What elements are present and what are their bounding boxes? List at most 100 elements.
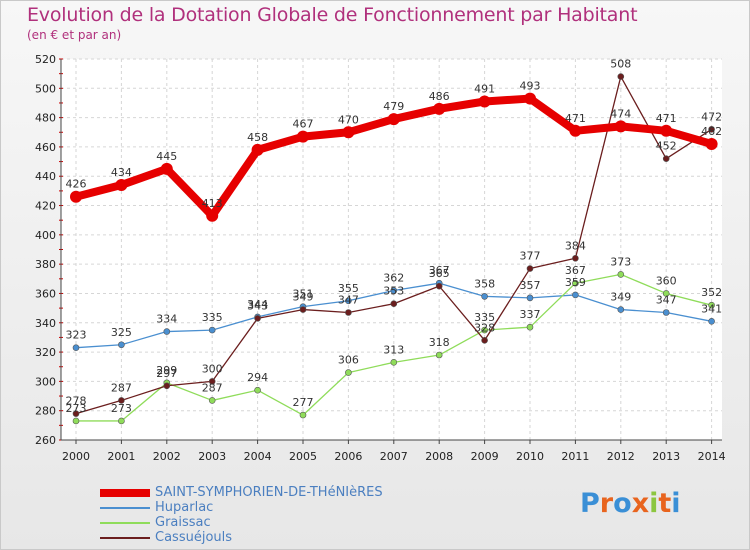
data-point (662, 155, 670, 162)
legend-item: Huparlac (100, 500, 383, 515)
y-tick-label: 380 (35, 258, 56, 271)
chart-legend: SAINT-SYMPHORIEN-DE-THéNIèRES Huparlac Gra… (100, 485, 383, 545)
data-label: 445 (156, 150, 177, 163)
data-label: 318 (429, 336, 450, 349)
data-point (163, 382, 171, 390)
data-point (118, 341, 125, 349)
data-label: 467 (293, 118, 314, 131)
x-tick-label: 2002 (153, 450, 181, 463)
data-point (208, 326, 216, 334)
data-point (617, 73, 625, 80)
x-tick-label: 2008 (425, 450, 453, 463)
data-point (72, 344, 80, 351)
y-tick-label: 300 (35, 375, 56, 388)
data-point (572, 291, 579, 299)
data-point (481, 337, 488, 344)
logo-letter: i (649, 488, 659, 519)
x-tick-label: 2014 (698, 450, 726, 463)
data-point (206, 209, 219, 222)
data-label: 294 (247, 371, 268, 384)
data-point (342, 126, 355, 139)
data-point (524, 92, 536, 105)
data-point (299, 306, 307, 313)
data-label: 358 (474, 277, 495, 290)
data-point (572, 279, 579, 287)
data-point (478, 95, 491, 108)
data-point (708, 318, 715, 325)
data-point (617, 306, 625, 313)
data-label: 458 (247, 131, 268, 144)
data-label: 277 (293, 396, 314, 409)
line-chart: 260 280 300 320 340 360 380 400 420 440 460 480 500 5… (35, 53, 726, 463)
data-point (433, 102, 446, 115)
data-point (614, 120, 627, 133)
data-label: 474 (610, 107, 631, 120)
legend-item: Graissac (100, 515, 383, 530)
y-tick-label: 280 (35, 405, 56, 418)
data-label: 278 (66, 395, 87, 408)
data-label: 365 (429, 267, 450, 280)
data-point (115, 179, 128, 192)
legend-item: SAINT-SYMPHORIEN-DE-THéNIèRES (100, 485, 383, 500)
chart-subtitle: (en € et par an) (27, 28, 122, 42)
logo-letter: t (658, 488, 672, 519)
x-tick-label: 2006 (334, 450, 362, 463)
data-point (345, 369, 352, 376)
y-tick-label: 360 (35, 287, 56, 300)
data-label: 273 (66, 402, 87, 415)
data-label: 343 (247, 299, 268, 312)
x-tick-label: 2010 (516, 450, 544, 463)
data-label: 355 (338, 282, 359, 295)
data-label: 351 (293, 288, 314, 301)
data-label: 373 (610, 255, 631, 268)
data-label: 384 (565, 239, 586, 252)
data-label: 434 (111, 166, 132, 179)
data-point (299, 411, 307, 419)
data-label: 287 (111, 381, 132, 394)
data-point (387, 113, 400, 126)
data-point (72, 417, 80, 425)
legend-swatch (100, 536, 150, 539)
data-label: 347 (656, 294, 677, 307)
data-label: 299 (156, 364, 177, 377)
data-point (572, 254, 579, 262)
data-label: 362 (383, 272, 404, 285)
x-tick-label: 2009 (471, 450, 499, 463)
legend-label: Cassuéjouls (155, 530, 233, 545)
y-tick-label: 520 (35, 53, 56, 66)
data-point (705, 137, 718, 150)
data-point (163, 328, 171, 335)
data-label: 328 (474, 321, 495, 334)
data-label: 349 (610, 291, 631, 304)
data-label: 337 (520, 308, 541, 321)
data-point (526, 265, 534, 272)
data-point (160, 162, 173, 175)
data-point (435, 282, 443, 290)
data-label: 471 (656, 112, 677, 125)
data-point (297, 130, 309, 143)
data-point (569, 124, 582, 137)
legend-label: SAINT-SYMPHORIEN-DE-THéNIèRES (155, 485, 383, 500)
legend-swatch (100, 521, 150, 524)
data-point (526, 294, 534, 302)
x-tick-label: 2005 (289, 450, 317, 463)
data-label: 491 (474, 82, 495, 95)
data-label: 471 (565, 112, 586, 125)
data-point (526, 323, 534, 331)
y-tick-label: 480 (35, 112, 56, 125)
y-tick-label: 460 (35, 141, 56, 154)
data-label: 352 (701, 286, 722, 299)
data-label: 462 (701, 125, 722, 138)
data-point (345, 309, 352, 316)
x-tick-label: 2003 (198, 450, 226, 463)
data-point (481, 326, 488, 334)
y-tick-label: 500 (35, 82, 56, 95)
logo-letter: i (671, 488, 681, 519)
y-tick-label: 440 (35, 170, 56, 183)
data-label: 377 (520, 250, 541, 263)
data-label: 472 (701, 110, 722, 123)
data-label: 367 (429, 264, 450, 277)
x-tick-label: 2012 (607, 450, 635, 463)
data-label: 344 (247, 298, 268, 311)
data-point (208, 397, 216, 404)
